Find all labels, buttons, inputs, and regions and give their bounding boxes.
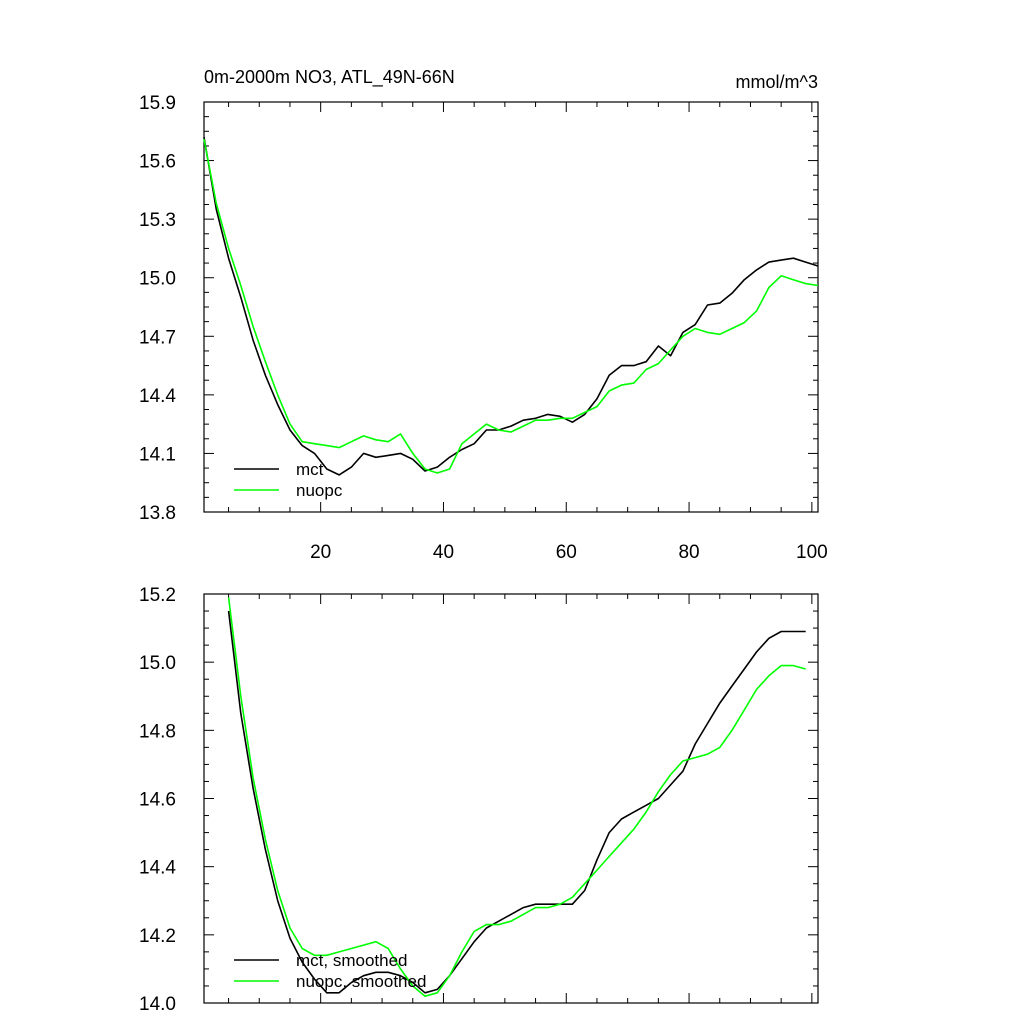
- series-line-nuopc: [203, 138, 819, 474]
- x-tick-label: 40: [433, 542, 454, 563]
- y-tick-label: 14.2: [139, 926, 176, 947]
- legend-label: mct, smoothed: [296, 951, 408, 970]
- x-tick-label: 60: [556, 542, 577, 563]
- y-tick-label: 15.0: [139, 269, 176, 290]
- y-tick-label: 14.4: [139, 858, 176, 879]
- x-tick-label: 100: [796, 542, 828, 563]
- x-tick-label: 80: [678, 542, 699, 563]
- x-tick-label: 20: [310, 542, 331, 563]
- series-line-mct-smoothed: [227, 610, 806, 994]
- top-panel: 20 40 60 80 100 13.8 14.1 14.4 14.7 15.0 15.3 15.6 1…: [139, 67, 828, 563]
- units-label: mmol/m^3: [736, 72, 818, 92]
- y-tick-label: 15.2: [139, 585, 176, 606]
- chart-title: 0m-2000m NO3, ATL_49N-66N: [204, 67, 455, 88]
- legend-label: mct: [296, 460, 324, 479]
- y-tick-label: 14.6: [139, 790, 176, 811]
- series-line-nuopc-smoothed: [227, 597, 806, 997]
- y-tick-label: 14.8: [139, 721, 176, 742]
- bottom-panel: 14.0 14.2 14.4 14.6 14.8 15.0 15.2 mct, smoothe…: [139, 585, 819, 1015]
- y-tick-label: 14.4: [139, 386, 176, 407]
- legend-label: nuopc, smoothed: [296, 972, 426, 991]
- y-tick-label: 15.6: [139, 152, 176, 173]
- plot-frame: [203, 593, 819, 1004]
- series-line-mct: [203, 136, 819, 476]
- y-tick-label: 15.9: [139, 93, 176, 114]
- plot-frame: [203, 101, 819, 513]
- y-tick-label: 15.3: [139, 210, 176, 231]
- y-tick-label: 14.1: [139, 444, 176, 465]
- y-tick-label: 14.7: [139, 327, 176, 348]
- legend-label: nuopc: [296, 481, 343, 500]
- y-tick-label: 13.8: [139, 503, 176, 524]
- y-tick-label: 15.0: [139, 653, 176, 674]
- y-tick-label: 14.0: [139, 994, 176, 1015]
